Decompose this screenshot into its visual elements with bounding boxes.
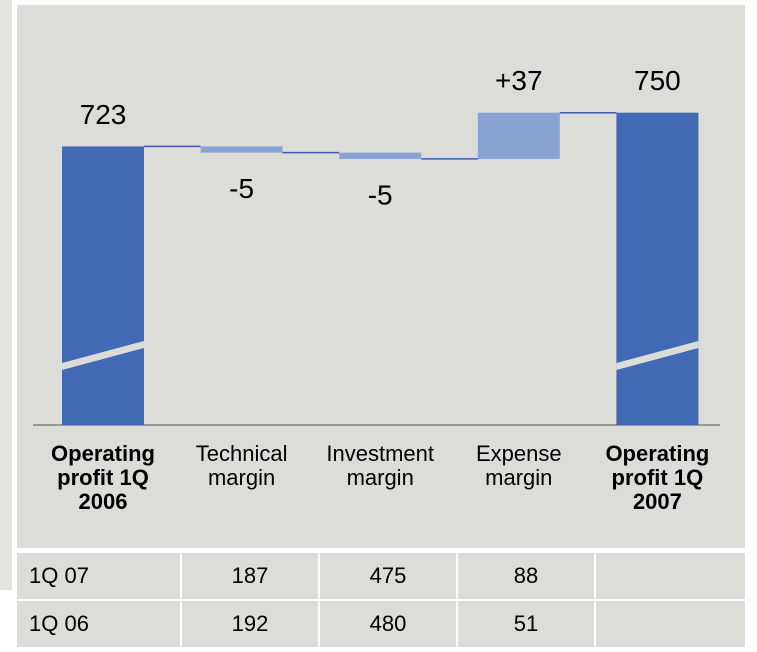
table-cell: 51	[458, 601, 594, 647]
category-label: Expense margin	[475, 441, 562, 490]
table-cell: 192	[182, 601, 318, 647]
table-cell: 1Q 07	[17, 553, 180, 599]
category-label: Investment margin	[326, 441, 434, 490]
table-cell: 187	[182, 553, 318, 599]
category-label: Operating profit 1Q 2006	[51, 441, 155, 514]
value-label: 723	[80, 99, 127, 130]
bar	[477, 112, 560, 159]
category-label: Technical margin	[195, 441, 288, 490]
category-label: Operating profit 1Q 2007	[605, 441, 710, 514]
axis-break	[616, 341, 699, 370]
bar	[62, 146, 144, 426]
table-cell: 88	[458, 553, 594, 599]
table-cell: 1Q 06	[17, 601, 180, 647]
value-label: +37	[495, 65, 543, 96]
value-label: -5	[229, 173, 254, 204]
table-cell: 480	[320, 601, 456, 647]
table-cell: 475	[320, 553, 456, 599]
value-label: 750	[634, 65, 681, 96]
bar	[616, 112, 699, 425]
bar	[200, 146, 283, 153]
bar	[339, 152, 422, 159]
table-cell-empty	[596, 601, 745, 647]
left-frame	[0, 0, 12, 590]
value-label: -5	[368, 179, 393, 210]
table-cell-empty	[596, 553, 745, 599]
axis-break	[62, 341, 144, 370]
